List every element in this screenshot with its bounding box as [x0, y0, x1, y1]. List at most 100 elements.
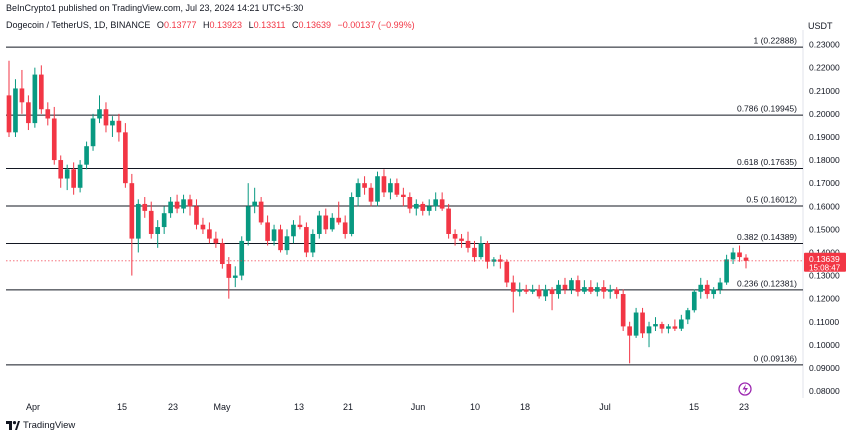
lightning-icon	[738, 382, 752, 396]
x-tick-label: May	[213, 402, 231, 412]
candle-body	[543, 289, 548, 297]
candle-body	[646, 326, 652, 334]
candle-body	[679, 319, 684, 329]
candle-body	[291, 224, 296, 237]
fib-label: 0.786 (0.19945)	[737, 104, 797, 114]
candle	[381, 169, 387, 198]
candle	[284, 229, 290, 255]
candle	[698, 277, 704, 299]
candle-body	[562, 284, 568, 290]
close-label: C	[291, 20, 299, 30]
y-tick-label: 0.11000	[809, 317, 839, 327]
candle-body	[155, 227, 161, 234]
candle	[569, 277, 574, 295]
y-tick-label: 0.18000	[809, 155, 840, 165]
tradingview-logo-icon	[6, 420, 20, 430]
candle	[388, 178, 393, 200]
candle-body	[116, 120, 122, 133]
candle	[84, 141, 89, 170]
candle-body	[666, 326, 671, 329]
y-tick-label: 0.08000	[809, 386, 840, 396]
symbol-name: Dogecoin / TetherUS, 1D, BINANCE	[6, 20, 151, 30]
candle	[594, 282, 600, 297]
candle	[26, 95, 31, 131]
candle	[6, 60, 12, 137]
candle-body	[510, 282, 516, 292]
fib-label: 0.5 (0.16012)	[746, 194, 797, 204]
candle-body	[26, 102, 31, 124]
candle	[401, 187, 406, 207]
candle-body	[32, 74, 38, 124]
candle	[142, 197, 148, 218]
candle-body	[472, 247, 477, 258]
candle-body	[601, 287, 607, 292]
candle	[679, 314, 684, 332]
candle	[465, 231, 471, 253]
candle	[13, 79, 18, 137]
candle	[362, 176, 367, 195]
candle	[672, 319, 678, 332]
candle-body	[297, 224, 303, 228]
x-tick-label: 10	[470, 402, 480, 412]
candle-body	[71, 169, 76, 188]
candle	[265, 215, 270, 246]
x-tick-label: 18	[520, 402, 530, 412]
candle-body	[659, 324, 665, 329]
candle	[646, 321, 652, 348]
candle	[711, 287, 717, 299]
candle	[549, 287, 555, 311]
change-value: −0.00137 (−0.99%)	[337, 20, 415, 30]
candle-body	[478, 243, 484, 258]
candle-body	[394, 183, 400, 195]
candle	[478, 236, 484, 260]
candle-body	[45, 109, 51, 119]
candle	[446, 203, 451, 239]
candle	[226, 257, 232, 299]
candle	[174, 194, 180, 214]
candle	[239, 236, 245, 281]
y-tick-label: 0.12000	[809, 294, 840, 304]
candle-body	[704, 284, 710, 295]
currency-button[interactable]: USDT	[808, 21, 833, 31]
candle-body	[388, 183, 393, 193]
candle-body	[724, 259, 729, 283]
candle-body	[711, 289, 717, 295]
candle-body	[265, 222, 270, 241]
candle	[413, 199, 419, 216]
candle	[110, 116, 115, 137]
tradingview-logo[interactable]: TradingView	[6, 420, 75, 431]
candle-body	[226, 264, 232, 278]
publish-line: BeInCrypto1 published on TradingView.com…	[6, 3, 304, 13]
candle	[375, 171, 380, 207]
candle-body	[187, 199, 193, 207]
candle	[329, 213, 335, 232]
candle	[530, 284, 535, 295]
candle-body	[90, 118, 96, 147]
candle	[607, 284, 613, 299]
close-value: 0.13639	[298, 20, 332, 30]
time-axis[interactable]: Apr 15 23 May 13 21 Jun 10 18 Jul 15 23	[26, 402, 749, 412]
countdown-label: 15:08:47	[809, 263, 841, 272]
candle-body	[129, 183, 135, 239]
candle	[666, 324, 671, 334]
y-tick-label: 0.19000	[809, 132, 840, 142]
candle-body	[582, 287, 587, 292]
candle-body	[174, 201, 180, 209]
candle	[155, 220, 161, 248]
candle	[562, 277, 568, 295]
candle	[394, 178, 400, 198]
candle-body	[485, 243, 490, 262]
price-axis[interactable]: 0.23000 0.22000 0.21000 0.20000 0.19000 0.180…	[804, 40, 846, 397]
candle-body	[77, 164, 83, 188]
y-tick-label: 0.09000	[809, 363, 840, 373]
candle-body	[168, 201, 173, 214]
candle	[103, 102, 109, 133]
candle-body	[620, 294, 626, 327]
candle	[77, 160, 83, 193]
candle	[220, 238, 225, 269]
candle-body	[148, 210, 154, 234]
fib-label: 1 (0.22888)	[754, 36, 798, 46]
y-tick-label: 0.20000	[809, 109, 840, 119]
candle	[588, 280, 594, 295]
